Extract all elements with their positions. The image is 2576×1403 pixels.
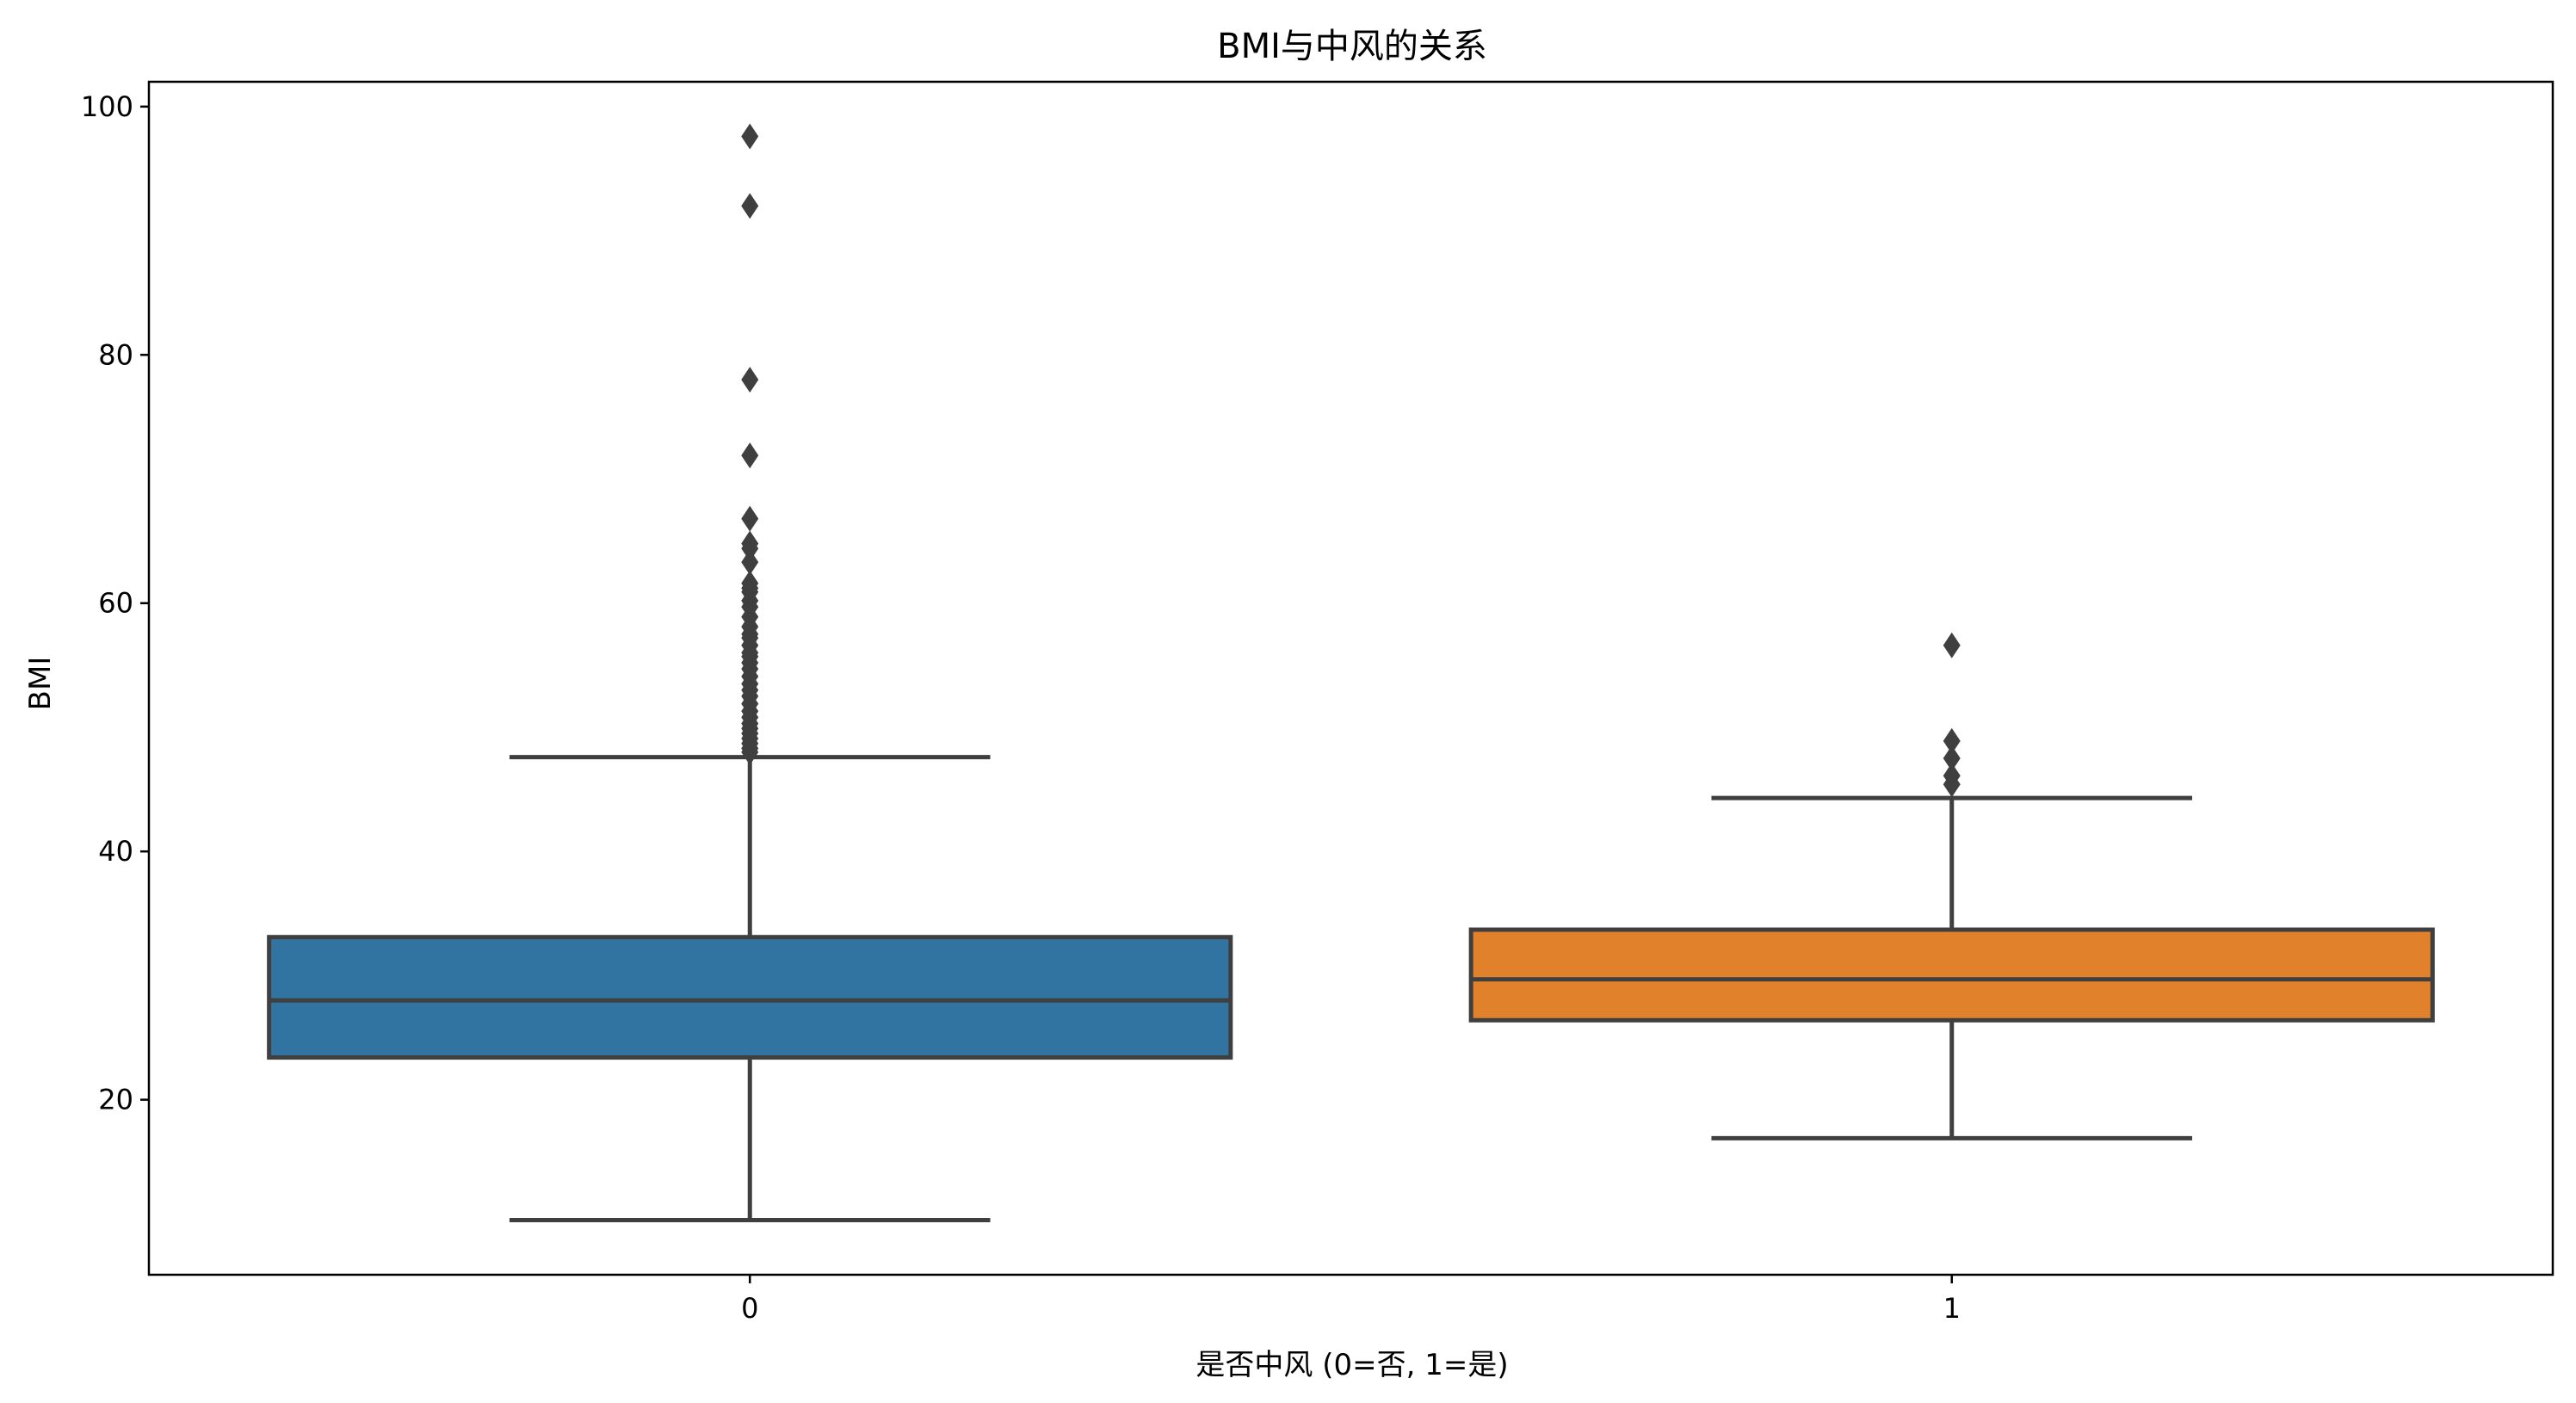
chart-title: BMI与中风的关系 [1217,27,1487,66]
outlier-point [1943,632,1961,658]
outlier-point [741,442,759,469]
outlier-point [741,193,759,219]
outlier-point [741,123,759,150]
y-axis-label: BMI [23,657,58,711]
outlier-point [741,549,759,576]
outlier-point [741,505,759,532]
box-0 [267,935,1233,1060]
y-tick-label: 40 [98,835,133,868]
box-1 [1468,927,2435,1023]
plot-area: 20 40 60 80 100 0 1 [81,80,2554,1325]
x-axis-label: 是否中风 (0=否, 1=是) [1195,1348,1508,1382]
x-tick-label: 0 [741,1292,758,1325]
x-tick-label: 1 [1943,1292,1961,1325]
axes-frame [147,80,2554,1276]
outlier-point [741,739,759,765]
outlier-point [1943,771,1961,798]
outlier-point [741,367,759,393]
y-tick-label: 20 [98,1084,133,1116]
outlier-point [1943,727,1961,754]
y-tick-label: 60 [98,587,133,620]
outlier-point [1943,745,1961,772]
y-tick-label: 100 [81,90,133,123]
y-tick-label: 80 [98,338,133,371]
outlier-point [741,535,759,562]
